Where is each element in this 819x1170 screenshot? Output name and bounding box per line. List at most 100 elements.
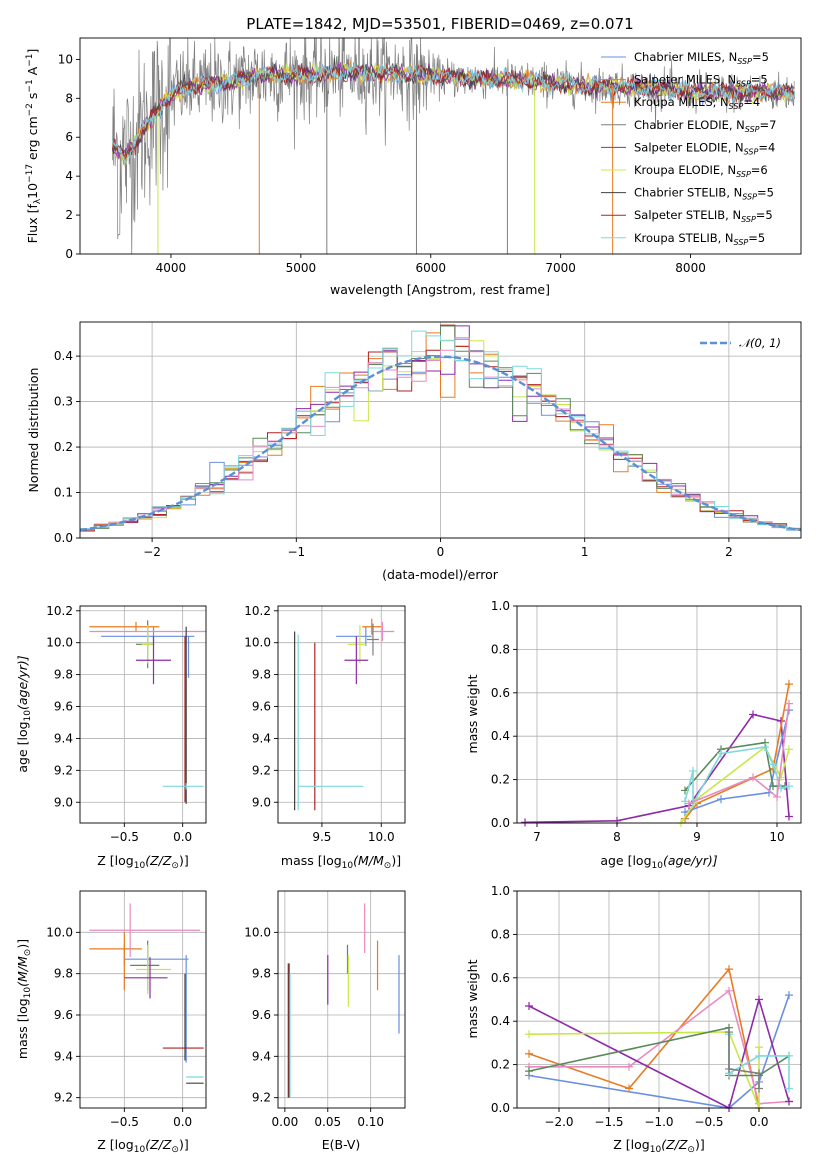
series-marker: [769, 760, 777, 769]
weight-vs-z-panel: −2.0 −1.5 −1.0 −0.5 0.0 0.0 0.2 0.4 0.6 0.8 1.0 Z…: [465, 884, 802, 1155]
x-tick-label: 0.05: [314, 1115, 341, 1129]
series-marker: [521, 818, 529, 827]
weight-vs-age-y-ticks: 0.0 0.2 0.4 0.6 0.8 1.0: [491, 599, 517, 830]
y-tick-label: 9.8: [54, 967, 73, 981]
residuals-y-ticks: 0.0 0.1 0.2 0.3 0.4: [54, 349, 80, 545]
series-marker: [785, 782, 793, 791]
age-vs-mass-plot-area: [294, 618, 395, 811]
spectrum-y-label: Flux [fλ10−17 erg cm−2 s−1 A−1]: [25, 49, 43, 244]
series-marker: [689, 766, 697, 775]
mass-vs-ebv-y-ticks: 9.2 9.4 9.6 9.8 10.0: [244, 925, 278, 1105]
spectrum-model-line: [112, 62, 795, 165]
x-tick-label: −1: [287, 545, 305, 559]
y-tick-label: 6: [65, 130, 73, 144]
age-vs-mass-grid: [278, 606, 405, 823]
age-vs-mass-x-label: mass [log10(M/M⊙)]: [281, 853, 401, 871]
legend-label: Salpeter MILES, NSSP=5: [634, 73, 768, 89]
y-tick-label: 0.1: [54, 486, 73, 500]
weight-vs-z-plot-area: [525, 965, 793, 1112]
residuals-x-ticks: −2 −1 0 1 2: [143, 538, 733, 559]
mass-vs-z-x-ticks: −0.5 0.0: [110, 1108, 192, 1129]
age-vs-z-y-label: age [log10(age/yr)]: [15, 655, 33, 772]
age-vs-z-x-label: Z [log10(Z/Z⊙)]: [97, 853, 188, 871]
x-tick-label: 10.0: [368, 830, 395, 844]
y-tick-label: 1.0: [491, 599, 510, 613]
series-marker: [717, 795, 725, 804]
legend-label: Salpeter ELODIE, NSSP=4: [634, 140, 775, 156]
weight-vs-age-panel: 7 8 9 10 0.0 0.2 0.4 0.6 0.8 1.0 age [log10(age/…: [465, 599, 802, 871]
series-line: [684, 746, 790, 807]
spectrum-legend: Chabrier MILES, NSSP=5 Salpeter MILES, NS…: [601, 50, 776, 247]
series-marker: [769, 782, 777, 791]
y-tick-label: 0.8: [491, 927, 510, 941]
series-marker: [625, 1084, 633, 1093]
residuals-y-label: Normed distribution: [26, 368, 41, 493]
x-tick-label: 5000: [286, 261, 317, 275]
series-marker: [785, 1051, 793, 1060]
y-tick-label: 10.0: [244, 925, 271, 939]
y-tick-label: 9.8: [252, 967, 271, 981]
y-tick-label: 0: [65, 247, 73, 261]
x-tick-label: −1.0: [644, 1115, 673, 1129]
mass-vs-z-grid: [80, 891, 206, 1108]
x-tick-label: 7: [533, 830, 541, 844]
series-marker: [785, 812, 793, 821]
series-marker: [525, 1030, 533, 1039]
y-tick-label: 0.0: [54, 531, 73, 545]
y-tick-label: 9.0: [54, 795, 73, 809]
residuals-panel: −2 −1 0 1 2 0.0 0.1 0.2 0.3 0.4 (data-model)/err…: [26, 321, 802, 582]
x-tick-label: 0.10: [357, 1115, 384, 1129]
y-tick-label: 9.2: [252, 1091, 271, 1105]
series-marker: [681, 797, 689, 806]
series-marker: [785, 1084, 793, 1093]
spectrum-y-ticks: 0 2 4 6 8 10: [58, 52, 80, 261]
series-marker: [755, 1084, 763, 1093]
x-tick-label: 8000: [675, 261, 706, 275]
x-tick-label: 9: [693, 830, 701, 844]
spectrum-axes-frame: [79, 37, 802, 255]
y-tick-label: 10: [58, 52, 73, 66]
spectrum-panel: PLATE=1842, MJD=53501, FIBERID=0469, z=0…: [25, 15, 802, 297]
series-marker: [755, 995, 763, 1004]
weight-vs-age-x-ticks: 7 8 9 10: [533, 823, 785, 844]
spectrum-x-ticks: 4000 5000 6000 7000 8000: [156, 254, 706, 275]
y-tick-label: 2: [65, 208, 73, 222]
x-tick-label: −2.0: [544, 1115, 573, 1129]
series-marker: [755, 1069, 763, 1078]
mass-vs-ebv-x-ticks: 0.00 0.05 0.10: [272, 1108, 384, 1129]
series-marker: [625, 1062, 633, 1071]
weight-vs-age-plot-area: [521, 680, 793, 827]
age-vs-mass-x-ticks: 9.5 10.0: [312, 823, 395, 844]
series-marker: [777, 773, 785, 782]
series-line: [688, 703, 790, 805]
legend-label: Salpeter STELIB, NSSP=5: [634, 208, 773, 224]
spectrum-model-line: [112, 62, 795, 162]
x-tick-label: 6000: [415, 261, 446, 275]
y-tick-label: 1.0: [491, 884, 510, 898]
y-tick-label: 0.3: [54, 395, 73, 409]
spectrum-title: PLATE=1842, MJD=53501, FIBERID=0469, z=0…: [246, 15, 633, 33]
mass-vs-z-y-label: mass [log10(M/M⊙)]: [15, 939, 33, 1059]
y-tick-label: 4: [65, 169, 73, 183]
series-line: [684, 683, 790, 820]
x-tick-label: 1: [581, 545, 589, 559]
y-tick-label: 9.4: [252, 731, 271, 745]
series-marker: [773, 792, 781, 801]
y-tick-label: 10.2: [244, 604, 271, 618]
x-tick-label: 7000: [545, 261, 576, 275]
y-tick-label: 9.4: [54, 731, 73, 745]
series-marker: [785, 1097, 793, 1106]
mass-vs-z-y-ticks: 9.2 9.4 9.6 9.8 10.0: [46, 925, 80, 1105]
x-tick-label: 0.0: [173, 830, 192, 844]
y-tick-label: 0.0: [491, 816, 510, 830]
x-tick-label: −0.5: [110, 1115, 139, 1129]
y-tick-label: 0.2: [491, 1058, 510, 1072]
series-line: [684, 710, 790, 813]
series-marker: [785, 699, 793, 708]
x-tick-label: −0.5: [694, 1115, 723, 1129]
x-tick-label: 0.00: [272, 1115, 299, 1129]
series-marker: [525, 1067, 533, 1076]
y-tick-label: 9.4: [54, 1049, 73, 1063]
legend-label: Chabrier ELODIE, NSSP=7: [634, 118, 776, 134]
